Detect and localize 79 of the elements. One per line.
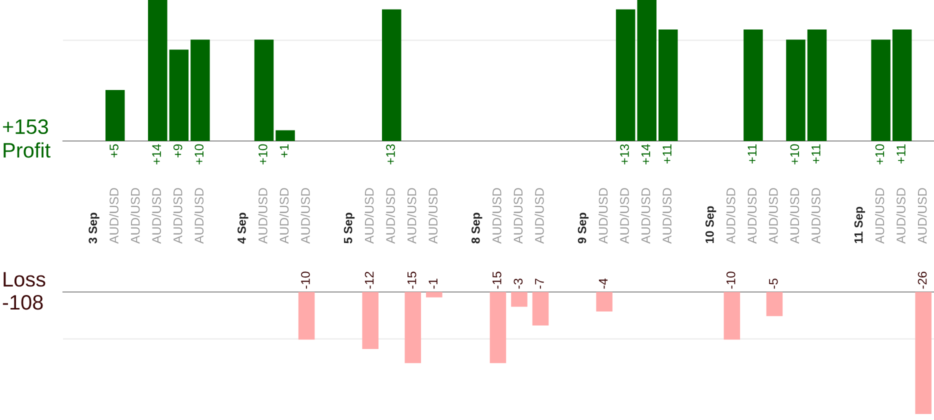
data-label: -26 xyxy=(918,272,927,289)
x-tick-label: AUD/USD xyxy=(747,188,757,244)
x-tick-label: AUD/USD xyxy=(641,188,650,244)
bar xyxy=(105,90,125,141)
x-tick-label: 4 Sep xyxy=(238,212,248,244)
data-label: +10 xyxy=(875,144,884,164)
x-tick-label: AUD/USD xyxy=(875,188,884,244)
x-tick-label: AUD/USD xyxy=(620,188,629,244)
data-label: -4 xyxy=(598,278,608,289)
bar xyxy=(190,40,210,141)
data-label: -12 xyxy=(364,272,374,289)
data-label: -15 xyxy=(408,272,416,289)
x-tick-label: AUD/USD xyxy=(279,188,289,244)
data-label: +10 xyxy=(258,144,268,164)
data-label: +13 xyxy=(386,144,395,164)
data-label: -1 xyxy=(428,278,438,289)
x-tick-label: AUD/USD xyxy=(386,188,395,244)
x-tick-label: AUD/USD xyxy=(662,188,672,244)
x-tick-label: 3 Sep xyxy=(88,212,100,244)
bar xyxy=(637,0,656,141)
data-label: +10 xyxy=(790,144,800,164)
data-label: +13 xyxy=(620,144,629,164)
x-tick-label: AUD/USD xyxy=(534,188,544,244)
x-tick-label: AUD/USD xyxy=(896,188,906,244)
text: +153 xyxy=(3,119,48,134)
bar xyxy=(871,40,890,141)
data-label: +10 xyxy=(194,144,204,164)
y-axis-title: Loss xyxy=(4,272,46,287)
data-label: +11 xyxy=(748,144,756,164)
bar xyxy=(807,30,827,141)
bar xyxy=(616,9,636,141)
data-label: +14 xyxy=(641,144,650,164)
x-tick-label: AUD/USD xyxy=(364,188,374,244)
data-label: -5 xyxy=(769,278,778,289)
bar xyxy=(276,130,295,141)
x-tick-label: AUD/USD xyxy=(152,188,162,244)
x-tick-label: 5 Sep xyxy=(344,212,355,244)
data-label: +11 xyxy=(662,144,672,164)
x-tick-label: AUD/USD xyxy=(811,188,820,244)
bar xyxy=(786,40,806,141)
data-label: -3 xyxy=(514,278,523,289)
data-label: -10 xyxy=(726,272,736,289)
bar xyxy=(382,9,402,141)
x-tick-label: AUD/USD xyxy=(130,188,140,244)
bar xyxy=(148,0,168,141)
x-tick-label: AUD/USD xyxy=(790,188,800,244)
x-tick-label: AUD/USD xyxy=(768,188,778,244)
x-tick-label: AUD/USD xyxy=(513,188,523,244)
x-tick-label: AUD/USD xyxy=(173,188,182,244)
y-axis-title: Profit xyxy=(4,142,50,158)
data-label: +11 xyxy=(896,144,906,164)
bar xyxy=(892,30,912,141)
x-tick-label: AUD/USD xyxy=(258,188,268,244)
data-label: +5 xyxy=(110,144,118,158)
x-tick-label: AUD/USD xyxy=(598,188,608,244)
data-label: +1 xyxy=(280,144,288,158)
x-tick-label: AUD/USD xyxy=(407,188,416,244)
x-tick-label: 10 Sep xyxy=(705,206,716,244)
x-tick-label: 8 Sep xyxy=(472,212,482,244)
x-tick-label: AUD/USD xyxy=(194,188,204,244)
bar xyxy=(744,30,763,141)
data-label: +11 xyxy=(812,144,820,164)
data-label: -10 xyxy=(301,272,310,289)
bar xyxy=(169,50,189,141)
x-tick-label: 11 Sep xyxy=(854,206,866,244)
data-label: +9 xyxy=(173,144,182,158)
bar xyxy=(254,40,274,141)
data-label: -15 xyxy=(492,272,502,289)
data-label: -7 xyxy=(535,278,544,289)
bar xyxy=(658,30,678,141)
x-tick-label: AUD/USD xyxy=(492,188,502,244)
x-tick-label: AUD/USD xyxy=(428,188,438,244)
x-tick-label: AUD/USD xyxy=(726,188,736,244)
x-tick-label: AUD/USD xyxy=(300,188,310,244)
x-tick-label: AUD/USD xyxy=(918,188,927,244)
x-tick-label: 9 Sep xyxy=(578,212,589,244)
text: -108 xyxy=(2,294,43,310)
x-tick-label: AUD/USD xyxy=(109,188,118,244)
data-label: +14 xyxy=(152,144,161,164)
